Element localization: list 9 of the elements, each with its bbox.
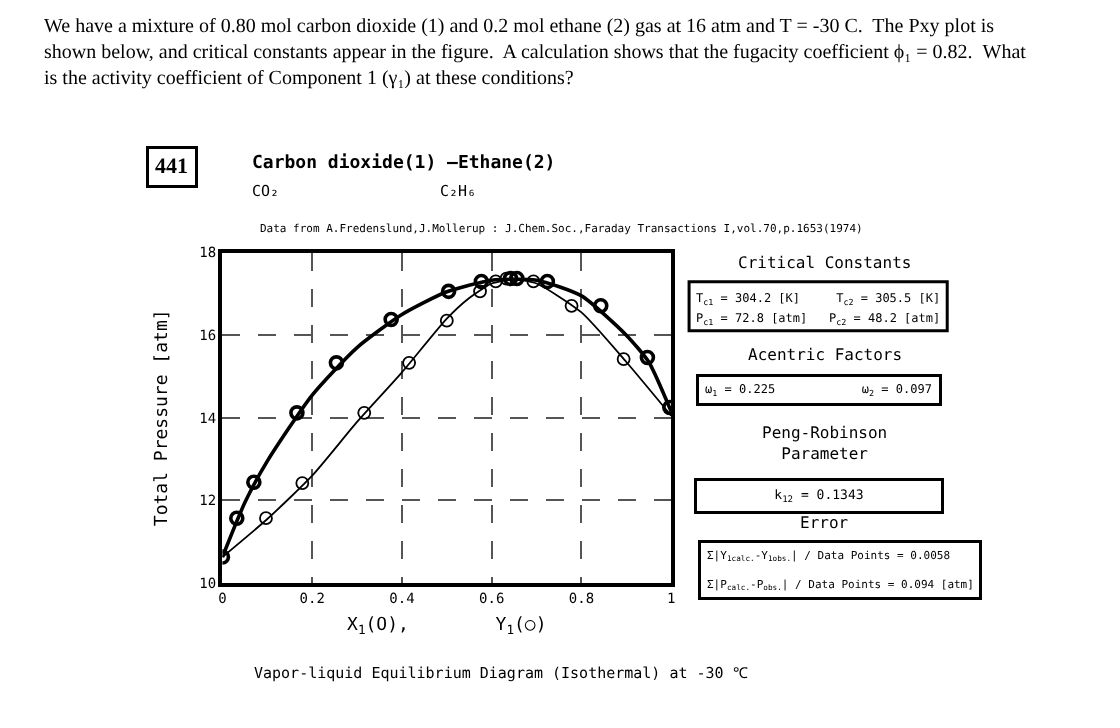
y-axis-title: Total Pressure [atm] [152, 309, 173, 527]
text: Critical Constants [738, 254, 912, 272]
text: Error [800, 514, 849, 532]
text: We have a mixture of 0.80 mol carbon dioxide (1) and 0.2 mol ethane (2) gas at 16 atm and T = -30 C. The Pxy plot is shown below, and critical constants appear in the figure. A calculation shows that the fugacity coefficient ϕ₁ = 0.82. What is the activity coefficient of Component 1 (γ₁) at these conditions? [44, 16, 1027, 90]
x-axis-title: X$_{1}$(O), Y$_{1}$(○) [347, 615, 547, 638]
chart-title: Carbon dioxide(1) —Ethane(2) [252, 152, 556, 174]
text: Peng-Robinson Parameter [762, 424, 888, 463]
text: 441 [155, 155, 188, 179]
text: Acentric Factors [748, 346, 903, 364]
